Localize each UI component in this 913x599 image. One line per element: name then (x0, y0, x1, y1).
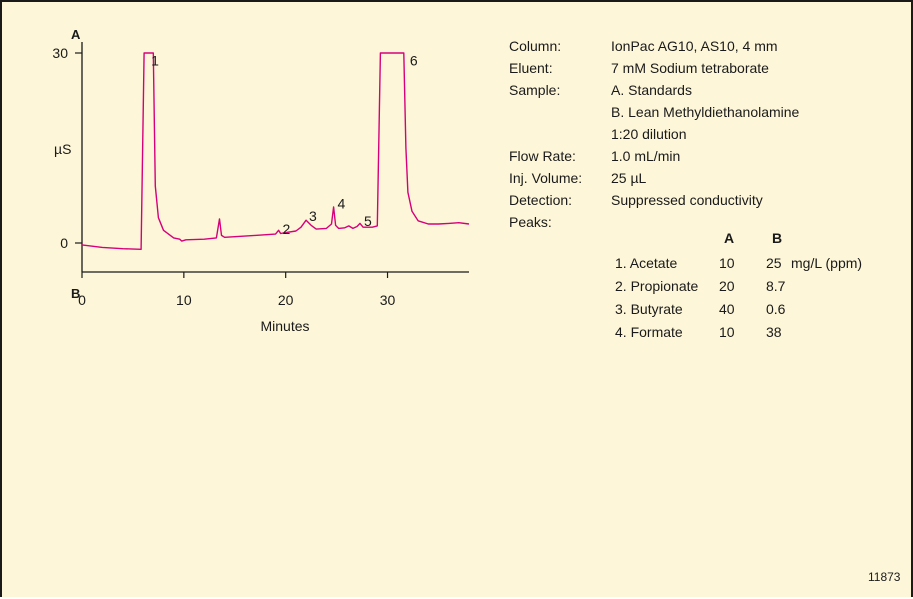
chromatogram-line (81, 52, 470, 251)
peak-row-name: 1. Acetate (615, 255, 678, 271)
peak-row-name: 4. Formate (615, 324, 683, 340)
peak-label-5: 5 (364, 213, 372, 229)
peak-labels: 1 2 3 4 5 6 (151, 52, 418, 236)
y-tick-label: 30 (52, 45, 68, 61)
peak-row-a: 40 (719, 301, 735, 317)
trace-label-a: A (71, 27, 81, 42)
peak-row-a: 10 (719, 324, 735, 340)
chart-trace (81, 52, 470, 251)
peak-row-b: 38 (766, 324, 782, 340)
peak-label-3: 3 (309, 208, 317, 224)
condition-value: Suppressed conductivity (611, 192, 763, 208)
figure-id: 11873 (868, 570, 901, 584)
condition-label: Flow Rate: (509, 148, 576, 164)
x-axis-label: Minutes (260, 318, 309, 334)
condition-value: 25 µL (611, 170, 647, 186)
peak-label-4: 4 (338, 195, 346, 211)
peak-row-a: 10 (719, 255, 735, 271)
peaks-col-b-header: B (772, 230, 783, 246)
x-tick-label: 10 (176, 292, 192, 308)
peak-row-a: 20 (719, 278, 735, 294)
peak-row-name: 3. Butyrate (615, 301, 683, 317)
peak-label-6: 6 (410, 52, 418, 68)
x-tick-label: 30 (380, 292, 396, 308)
condition-label: Column: (509, 38, 562, 54)
condition-label: Eluent: (509, 60, 553, 76)
peak-label-1: 1 (151, 52, 159, 68)
peak-row-name: 2. Propionate (615, 278, 699, 294)
y-tick-label: 0 (60, 235, 68, 251)
x-tick-label: 0 (78, 292, 86, 308)
condition-value: 1:20 dilution (611, 126, 687, 142)
condition-value: B. Lean Methyldiethanolamine (611, 104, 800, 120)
condition-label: Detection: (509, 192, 573, 208)
peaks-unit: mg/L (ppm) (791, 255, 863, 271)
peak-label-2: 2 (283, 221, 291, 237)
y-axis-label: µS (54, 141, 71, 157)
condition-value: 7 mM Sodium tetraborate (611, 60, 769, 76)
peak-row-b: 8.7 (766, 278, 786, 294)
chart-axes: 0 30 0 10 20 30 (52, 42, 469, 308)
peak-row-b: 0.6 (766, 301, 786, 317)
x-tick-label: 20 (278, 292, 294, 308)
trace-label-b: B (71, 286, 80, 301)
condition-label: Inj. Volume: (509, 170, 583, 186)
condition-value: IonPac AG10, AS10, 4 mm (611, 38, 778, 54)
condition-label: Peaks: (509, 214, 552, 230)
condition-value: A. Standards (611, 82, 692, 98)
peak-row-b: 25 (766, 255, 782, 271)
condition-value: 1.0 mL/min (611, 148, 681, 164)
peaks-col-a-header: A (724, 230, 735, 246)
condition-label: Sample: (509, 82, 561, 98)
